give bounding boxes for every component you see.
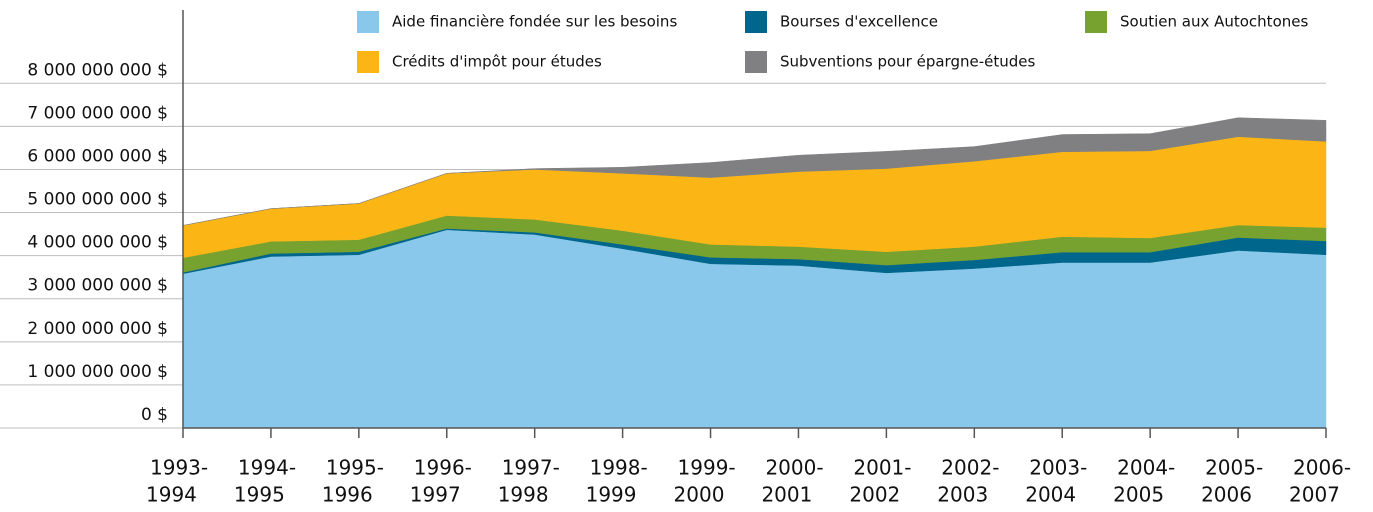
y-tick-label: 6 000 000 000 $ — [27, 146, 168, 166]
legend-label: Soutien aux Autochtones — [1120, 13, 1308, 31]
legend-label: Subventions pour épargne-études — [780, 53, 1036, 71]
legend-swatch — [357, 51, 379, 73]
x-tick-label: 2006 — [1201, 483, 1252, 507]
x-tick-label: 2005- — [1205, 456, 1263, 480]
legend-label: Crédits d'impôt pour études — [392, 53, 602, 71]
x-tick-label: 1999- — [678, 456, 736, 480]
y-tick-label: 5 000 000 000 $ — [27, 190, 168, 210]
y-tick-label: 1 000 000 000 $ — [27, 362, 168, 382]
area — [182, 117, 1327, 226]
y-tick-label: 7 000 000 000 $ — [27, 103, 168, 123]
x-tick-label: 2007 — [1289, 483, 1340, 507]
y-tick-label: 8 000 000 000 $ — [27, 60, 168, 80]
x-tick-label: 1997- — [502, 456, 560, 480]
x-tick-label: 2005 — [1113, 483, 1164, 507]
x-tick-label: 2003- — [1029, 456, 1087, 480]
x-tick-label: 1996- — [414, 456, 472, 480]
x-tick-label: 2002- — [941, 456, 999, 480]
x-tick-label: 1993- — [150, 456, 208, 480]
x-tick-label: 1999 — [586, 483, 637, 507]
x-tick-label: 2000- — [765, 456, 823, 480]
x-tick-label: 2000 — [674, 483, 725, 507]
x-tick-label: 1998 — [498, 483, 549, 507]
x-tick-label: 1998- — [590, 456, 648, 480]
areas — [182, 117, 1327, 429]
y-tick-label: 3 000 000 000 $ — [27, 276, 168, 296]
x-tick-label: 2004- — [1117, 456, 1175, 480]
x-tick-label: 1996 — [322, 483, 373, 507]
x-tick-label: 2006- — [1293, 456, 1351, 480]
legend-swatch — [1085, 11, 1107, 33]
legend-swatch — [357, 11, 379, 33]
x-tick-label: 2002 — [849, 483, 900, 507]
x-tick-label: 2004 — [1025, 483, 1076, 507]
legend-label: Aide financière fondée sur les besoins — [392, 13, 677, 31]
legend-swatch — [745, 11, 767, 33]
x-tick-label: 1995- — [326, 456, 384, 480]
y-tick-label: 4 000 000 000 $ — [27, 233, 168, 253]
x-tick-label: 2001- — [853, 456, 911, 480]
x-tick-label: 1995 — [234, 483, 285, 507]
x-tick-label: 2003 — [937, 483, 988, 507]
x-tick-label: 1994 — [146, 483, 197, 507]
legend-swatch — [745, 51, 767, 73]
legend-label: Bourses d'excellence — [780, 13, 938, 31]
x-tick-label: 1994- — [238, 456, 296, 480]
axes: 0 $ 1 000 000 000 $ 2 000 000 000 $ 3 000 0… — [27, 10, 1351, 507]
y-tick-label: 2 000 000 000 $ — [27, 319, 168, 339]
x-tick-label: 2001 — [761, 483, 812, 507]
x-tick-label: 1997 — [410, 483, 461, 507]
y-tick-label: 0 $ — [141, 405, 168, 425]
